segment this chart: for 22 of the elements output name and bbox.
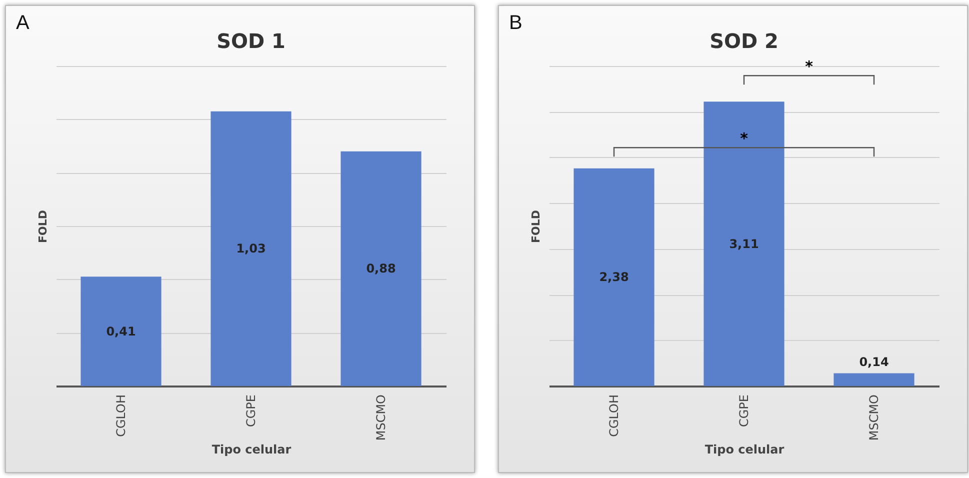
x-tick-label: CGLOH [114,394,128,437]
y-axis-title: FOLD [36,210,50,244]
text: A [16,12,30,35]
x-tick-label: MSCMO [867,394,881,441]
annotation: * [740,130,748,148]
x-tick-label: CGPE [244,394,258,427]
data-label: 0,41 [106,324,136,338]
text: B [509,12,522,35]
y-axis-title: FOLD [530,210,542,244]
x-axis-title: Tipo celular [704,442,784,457]
data-label: 1,03 [236,242,266,256]
data-label: 3,11 [729,236,759,251]
data-label: 0,14 [859,355,889,369]
annotation: * [805,58,814,76]
x-axis-title: Tipo celular [212,442,292,457]
data-label: 2,38 [599,270,629,284]
x-tick-label: CGLOH [607,394,621,437]
x-tick-label: CGPE [737,394,751,427]
x-tick-label: MSCMO [374,394,388,441]
chart-title: SOD 1 [216,29,286,53]
chart-title: SOD 2 [710,29,778,53]
data-label: 0,88 [366,262,396,276]
